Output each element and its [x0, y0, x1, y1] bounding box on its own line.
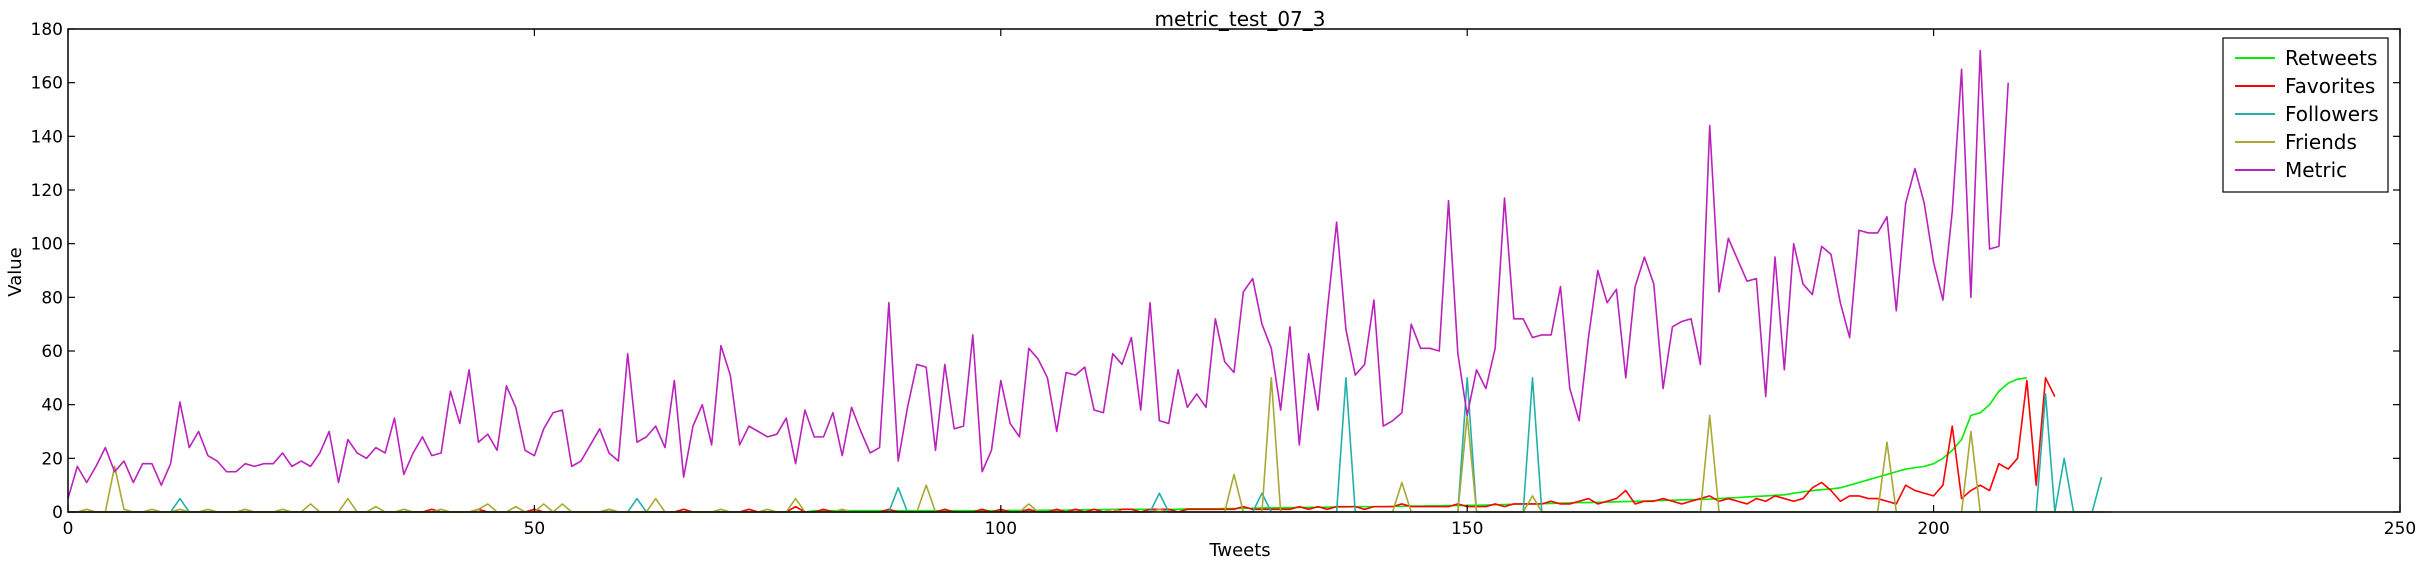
series-layer [67, 49, 2111, 513]
legend: Retweets Favorites Followers Friends Metric [2222, 37, 2389, 193]
x-axis: 0 50 100 150 200 250 [63, 29, 2416, 539]
x-tick-label: 150 [1451, 519, 1483, 539]
y-tick-label: 120 [31, 181, 63, 201]
x-tick-label: 50 [524, 519, 546, 539]
x-tick-label: 0 [63, 519, 74, 539]
legend-label: Followers [2285, 102, 2379, 126]
y-tick-label: 100 [31, 235, 63, 255]
y-tick-label: 160 [31, 74, 63, 94]
legend-label: Metric [2285, 158, 2347, 182]
y-tick-label: 40 [41, 396, 63, 416]
x-axis-label: Tweets [1208, 540, 1270, 561]
y-axis: 0 20 40 60 80 100 120 140 160 180 [31, 20, 2400, 523]
y-tick-label: 140 [31, 127, 63, 147]
x-tick-label: 250 [2384, 519, 2416, 539]
y-tick-label: 80 [41, 288, 63, 308]
y-tick-label: 0 [52, 503, 63, 523]
y-tick-label: 180 [31, 20, 63, 40]
legend-label: Friends [2285, 130, 2357, 154]
plot-frame [67, 28, 2401, 513]
y-tick-label: 60 [41, 342, 63, 362]
series-line-retweets [68, 377, 2027, 513]
x-tick-label: 200 [1917, 519, 1949, 539]
y-axis-label: Value [5, 247, 26, 296]
chart-title: metric_test_07_3 [1155, 7, 1326, 31]
legend-label: Favorites [2285, 74, 2375, 98]
x-tick-label: 100 [985, 519, 1017, 539]
y-tick-label: 20 [41, 449, 63, 469]
series-line-metric [67, 49, 2010, 499]
legend-label: Retweets [2285, 46, 2377, 70]
series-line-followers [68, 377, 2103, 513]
